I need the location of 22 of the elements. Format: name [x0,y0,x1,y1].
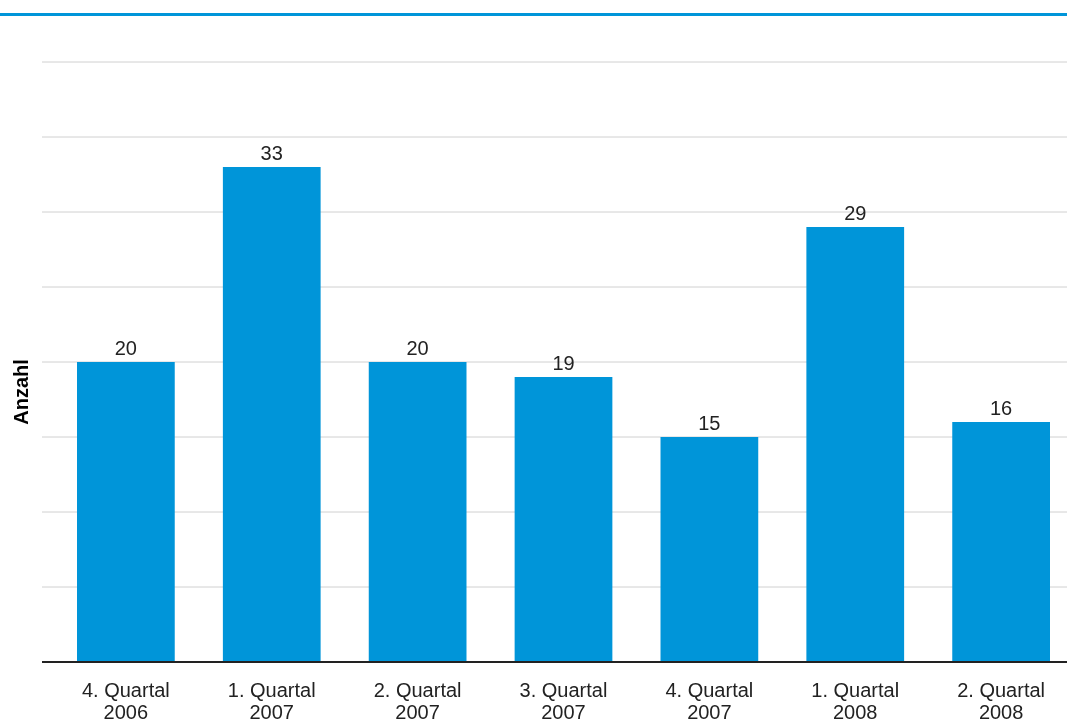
bar [77,362,175,662]
y-axis-title: Anzahl [10,359,32,425]
bar [660,437,759,662]
x-tick-label: 2. Quartal 2007 [373,679,462,722]
bar [952,422,1050,662]
bar [806,227,905,662]
data-label: 33 [260,142,283,164]
data-label: 29 [844,202,867,224]
x-tick-label: 2. Quartal 2008 [957,679,1046,722]
data-label: 16 [990,397,1013,419]
data-label: 20 [406,337,429,359]
x-tick-label: 1. Quartal 2008 [811,679,900,722]
data-label: 20 [114,337,137,359]
x-tick-label: 1. Quartal 2007 [227,679,316,722]
x-tick-label: 4. Quartal 2007 [665,679,754,722]
data-label: 19 [552,352,575,374]
x-tick-label: 3. Quartal 2007 [519,679,608,722]
bar [222,167,321,662]
data-label: 15 [698,412,721,434]
x-tick-label: 4. Quartal 2006 [81,679,170,722]
bar [368,362,467,662]
bar [514,377,613,662]
